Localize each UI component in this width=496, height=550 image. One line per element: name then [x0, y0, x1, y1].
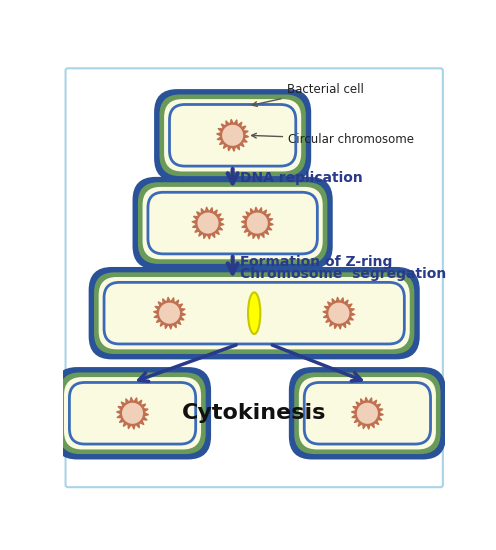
- Circle shape: [197, 212, 219, 234]
- Circle shape: [328, 302, 350, 324]
- FancyBboxPatch shape: [160, 95, 306, 176]
- FancyBboxPatch shape: [104, 282, 404, 344]
- FancyBboxPatch shape: [289, 367, 446, 459]
- FancyBboxPatch shape: [89, 267, 420, 359]
- Text: Circular chromosome: Circular chromosome: [251, 133, 414, 146]
- Circle shape: [247, 212, 268, 234]
- FancyBboxPatch shape: [54, 367, 211, 459]
- Polygon shape: [241, 207, 274, 240]
- Text: DNA replication: DNA replication: [241, 172, 363, 185]
- Polygon shape: [191, 207, 225, 240]
- FancyBboxPatch shape: [60, 372, 206, 454]
- FancyBboxPatch shape: [65, 68, 443, 487]
- FancyBboxPatch shape: [148, 192, 317, 254]
- Text: Bacterial cell: Bacterial cell: [252, 82, 364, 106]
- FancyBboxPatch shape: [94, 272, 414, 354]
- Polygon shape: [351, 397, 384, 430]
- FancyBboxPatch shape: [64, 377, 201, 449]
- FancyBboxPatch shape: [154, 89, 311, 182]
- FancyBboxPatch shape: [138, 182, 327, 264]
- Text: Cytokinesis: Cytokinesis: [182, 403, 326, 424]
- FancyBboxPatch shape: [132, 177, 333, 270]
- FancyBboxPatch shape: [69, 382, 196, 444]
- Text: Formation of Z-ring: Formation of Z-ring: [241, 255, 393, 269]
- FancyBboxPatch shape: [170, 104, 296, 166]
- FancyBboxPatch shape: [304, 382, 431, 444]
- FancyBboxPatch shape: [299, 377, 436, 449]
- Text: Chromosome  segregation: Chromosome segregation: [241, 267, 446, 281]
- Polygon shape: [153, 296, 186, 329]
- FancyBboxPatch shape: [164, 99, 301, 172]
- FancyBboxPatch shape: [294, 372, 440, 454]
- Polygon shape: [216, 119, 249, 152]
- Circle shape: [122, 403, 143, 424]
- FancyBboxPatch shape: [99, 277, 410, 349]
- FancyBboxPatch shape: [142, 187, 323, 259]
- Polygon shape: [116, 397, 149, 430]
- Circle shape: [357, 403, 378, 424]
- Ellipse shape: [248, 293, 260, 334]
- Circle shape: [222, 125, 243, 146]
- Circle shape: [159, 302, 180, 324]
- Polygon shape: [322, 296, 355, 329]
